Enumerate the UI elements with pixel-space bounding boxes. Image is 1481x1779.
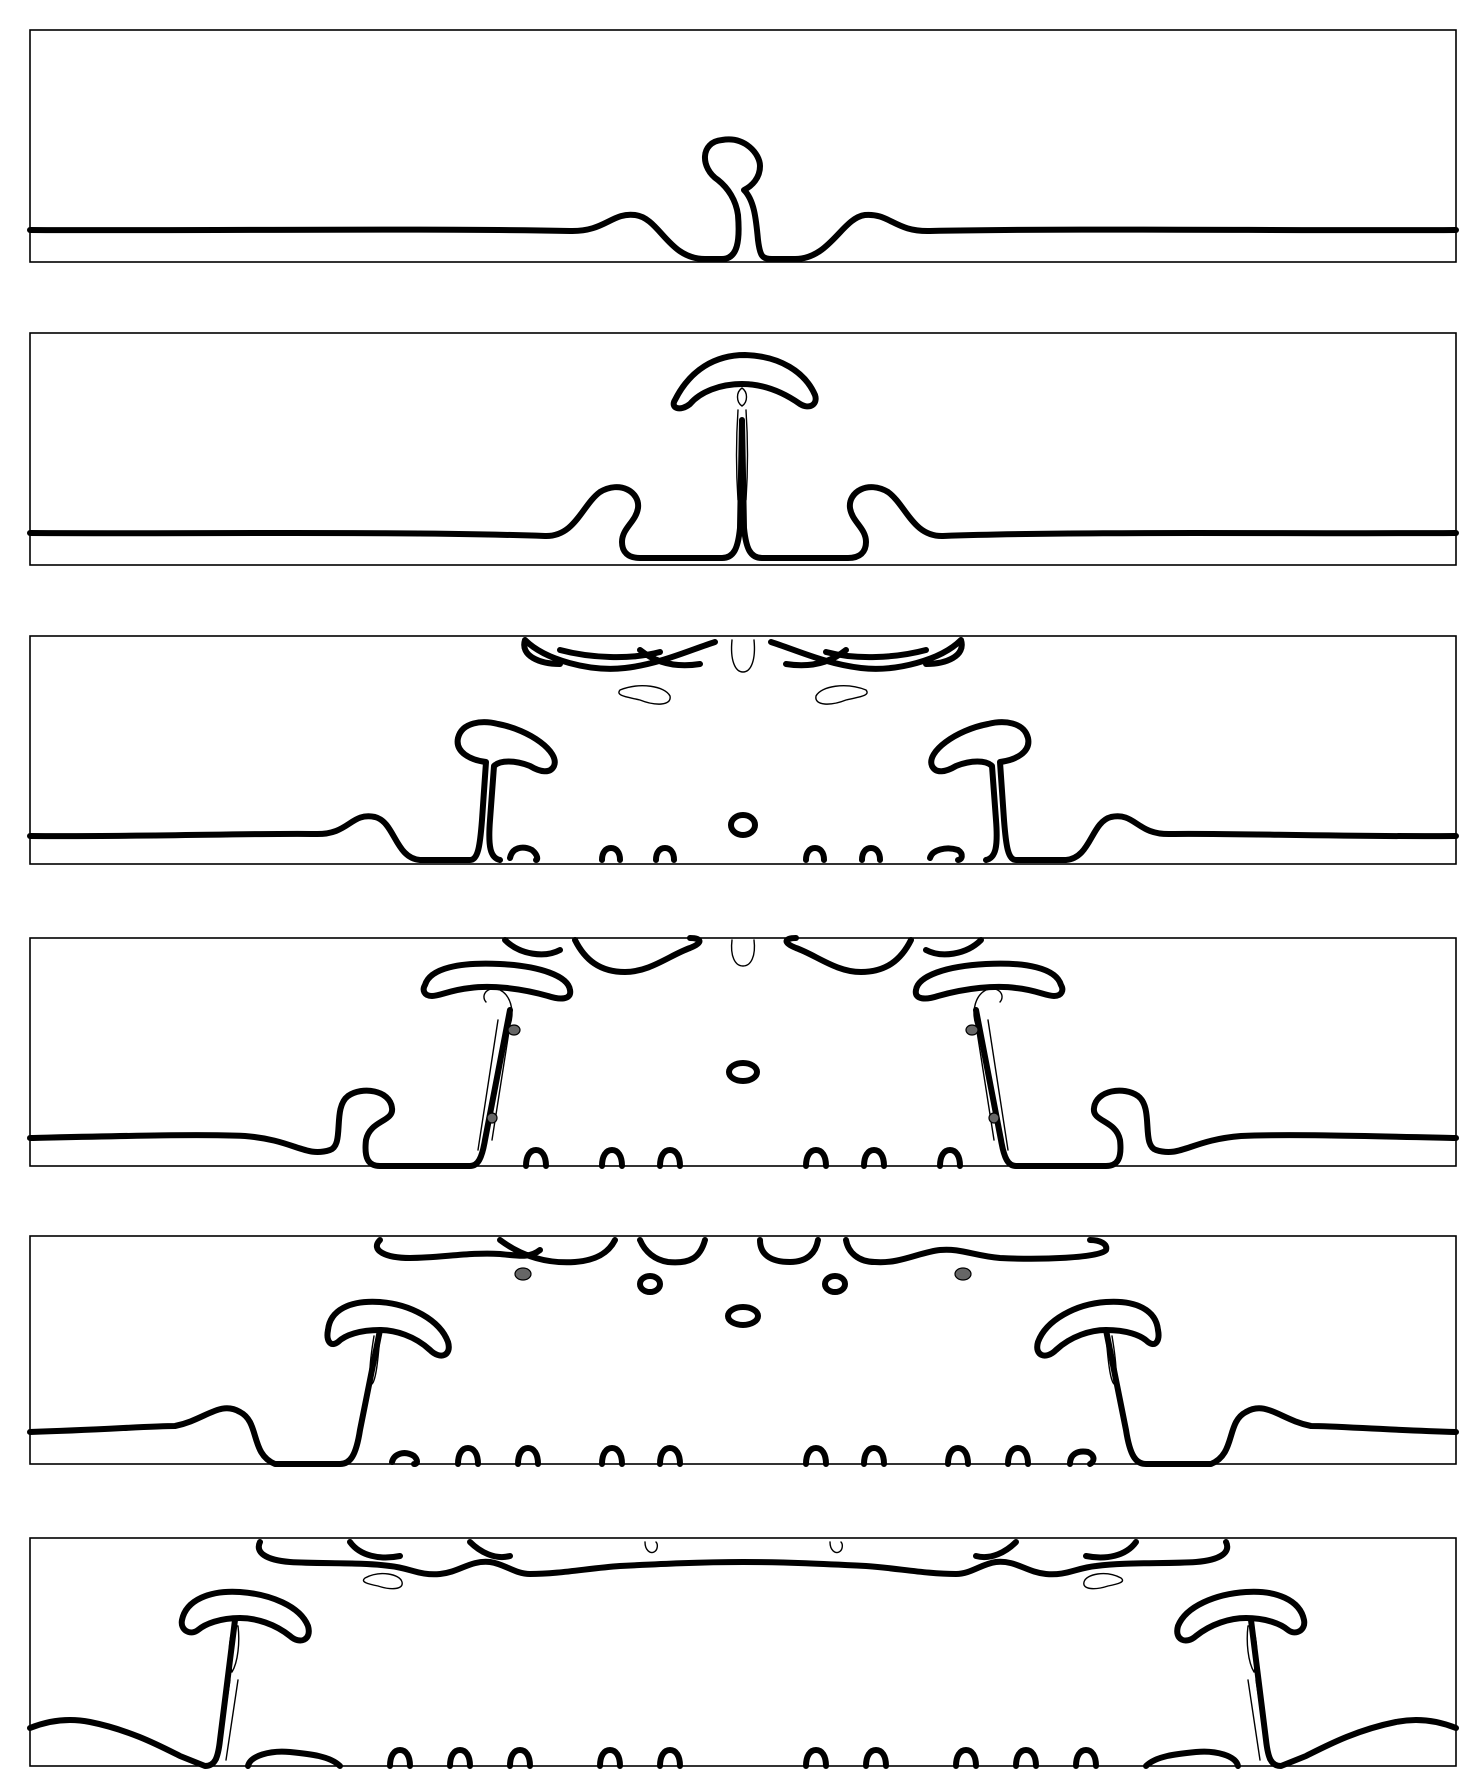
panel-6-frame [29,1537,1457,1767]
panel-5-left-stem-contour [351,1335,381,1461]
panel-4-left-stem-contour [477,988,513,1151]
panel-3-frame [29,635,1457,865]
panel-6 [27,1537,1459,1769]
panel-6-vortex-drops [245,1747,1241,1769]
panel-2 [27,332,1459,566]
panel-4-right-cap [912,960,1066,1002]
panel-5-interface-right [1103,1327,1459,1467]
panel-2-cap [670,352,819,412]
panel-4-right-vortex-upper [965,1024,979,1036]
panel-6-left-small-contour [362,1572,403,1590]
panel-2-stem-contour [735,387,749,501]
panel-3-left-small-contour [618,685,671,705]
panel-5-left-cap [324,1298,452,1359]
panel-6-top-structure [255,1539,1231,1578]
panel-6-right-cap [1174,1588,1308,1644]
panel-4-center-contour [730,939,756,967]
panel-3-center-contour [730,639,756,673]
panel-4-vortex-drops [523,1060,963,1169]
panel-6-interface-right [1248,1617,1459,1769]
panel-4 [27,935,1459,1169]
panel-4-left-cap [420,960,574,1002]
panel-2-interface [27,417,1459,561]
panel-5-frame [29,1235,1457,1465]
panel-4-left-vortex-lower [486,1112,498,1124]
panel-1 [27,29,1459,263]
panel-6-center-contours [644,1541,844,1554]
panel-4-top-structure [502,935,984,975]
panel-3 [27,635,1459,865]
panel-4-frame [29,937,1457,1167]
panel-4-interface [27,1007,513,1169]
panel-3-right-small-contour [815,685,868,705]
panel-3-vortex-drops [507,812,965,863]
panel-4-left-vortex-upper [507,1024,521,1036]
panel-3-interface [27,719,558,863]
panel-5-right-stem-contour [1105,1335,1135,1461]
panel-5-small-drops-top [514,1267,972,1295]
panel-6-right-small-contour [1083,1572,1124,1590]
panel-5-right-cap [1034,1298,1162,1359]
panel-6-left-cap [178,1588,312,1644]
panel-5-interface [27,1327,383,1467]
panel-4-right-vortex-lower [988,1112,1000,1124]
panel-4-interface-right [973,1007,1459,1169]
panel-5-top-structure [373,1237,1110,1266]
panel-5 [27,1235,1459,1467]
panel-5-vortex-drops [389,1304,1097,1467]
panel-3-top-right-structure [768,637,965,672]
panel-1-interface [27,136,1459,262]
panel-6-interface [27,1617,238,1769]
panel-4-right-stem-contour [973,988,1009,1151]
panel-3-interface-right [928,719,1459,863]
panel-3-top-left-structure [521,637,718,672]
panel-6-right-stem-contour [1246,1625,1269,1761]
panel-6-left-stem-contour [217,1625,240,1761]
